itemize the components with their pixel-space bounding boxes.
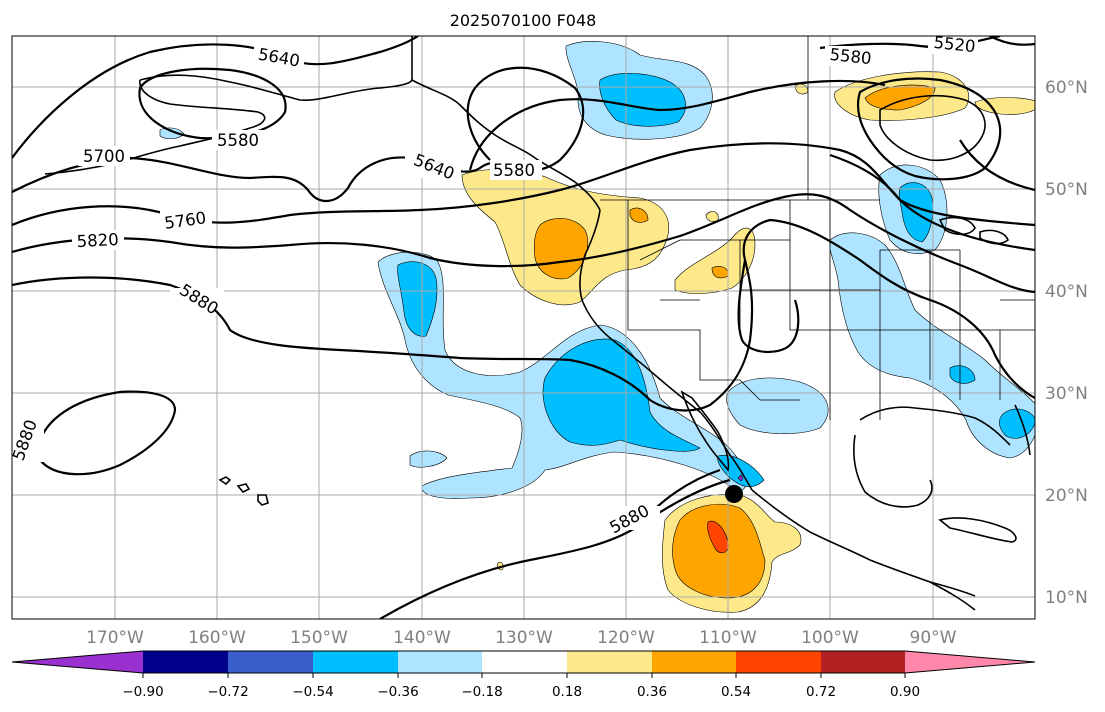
lat-label: 60°N [1045,78,1088,98]
lon-label: 100°W [801,628,859,648]
contour-label: 5520 [933,33,977,56]
figure-title: 2025070100 F048 [450,11,597,30]
colorbar-tick-label: −0.36 [377,684,418,700]
lon-label: 150°W [290,628,348,648]
lon-label: 130°W [495,628,553,648]
lon-label: 170°W [86,628,144,648]
lon-label: 110°W [699,628,757,648]
colorbar-segment [652,651,736,673]
colorbar-segment [313,651,398,673]
positive-anomaly-region [707,520,729,554]
negative-anomaly-region [999,408,1035,439]
colorbar-segment [482,651,567,673]
contour-label: 5580 [829,45,873,68]
colorbar-segment [736,651,821,673]
political-borders [600,36,1035,420]
positive-anomaly-region [629,207,649,223]
lat-label: 20°N [1045,486,1088,506]
colorbar-tick-label: −0.54 [292,684,333,700]
contour-label: 5580 [493,161,535,180]
colorbar-segment [12,651,143,673]
colorbar-segment [567,651,652,673]
colorbar-tick-label: 0.36 [637,684,667,700]
positive-anomaly-region [674,227,756,294]
colorbar: −0.90 −0.72 −0.54 −0.36 −0.18 0.18 0.36 … [11,650,1036,700]
map-area: 5640 5580 5700 5640 5580 5760 5820 5880 … [12,33,1035,619]
contour-label: 5580 [217,131,259,150]
contour-label: 5820 [76,230,119,251]
positive-anomaly-region [864,84,936,111]
lat-label: 10°N [1045,588,1088,608]
longitude-labels: 170°W 160°W 150°W 140°W 130°W 120°W 110°… [86,628,957,648]
negative-anomaly-region [737,474,744,482]
lat-label: 30°N [1045,384,1088,404]
lon-label: 120°W [597,628,655,648]
map-frame [11,35,1036,620]
storm-center-marker [725,485,743,503]
lon-label: 90°W [910,628,957,648]
lon-label: 140°W [393,628,451,648]
colorbar-segment [905,651,1035,673]
positive-anomaly-region [974,97,1035,115]
colorbar-segment [821,651,905,673]
colorbar-tick-label: 0.90 [890,684,920,700]
negative-anomaly-region [397,261,438,337]
colorbar-segment [398,651,482,673]
colorbar-segment [143,651,228,673]
colorbar-segment [228,651,313,673]
lat-label: 50°N [1045,180,1088,200]
colorbar-tick-label: −0.72 [207,684,248,700]
colorbar-tick-label: 0.72 [806,684,836,700]
lon-label: 160°W [188,628,246,648]
colorbar-tick-label: 0.18 [552,684,582,700]
lat-label: 40°N [1045,282,1088,302]
colorbar-tick-label: 0.54 [721,684,751,700]
colorbar-tick-label: −0.90 [122,684,163,700]
colorbar-tick-label: −0.18 [461,684,502,700]
latitude-labels: 60°N 50°N 40°N 30°N 20°N 10°N [1045,78,1088,608]
contour-label: 5700 [83,147,125,166]
negative-anomaly-region [542,338,701,452]
